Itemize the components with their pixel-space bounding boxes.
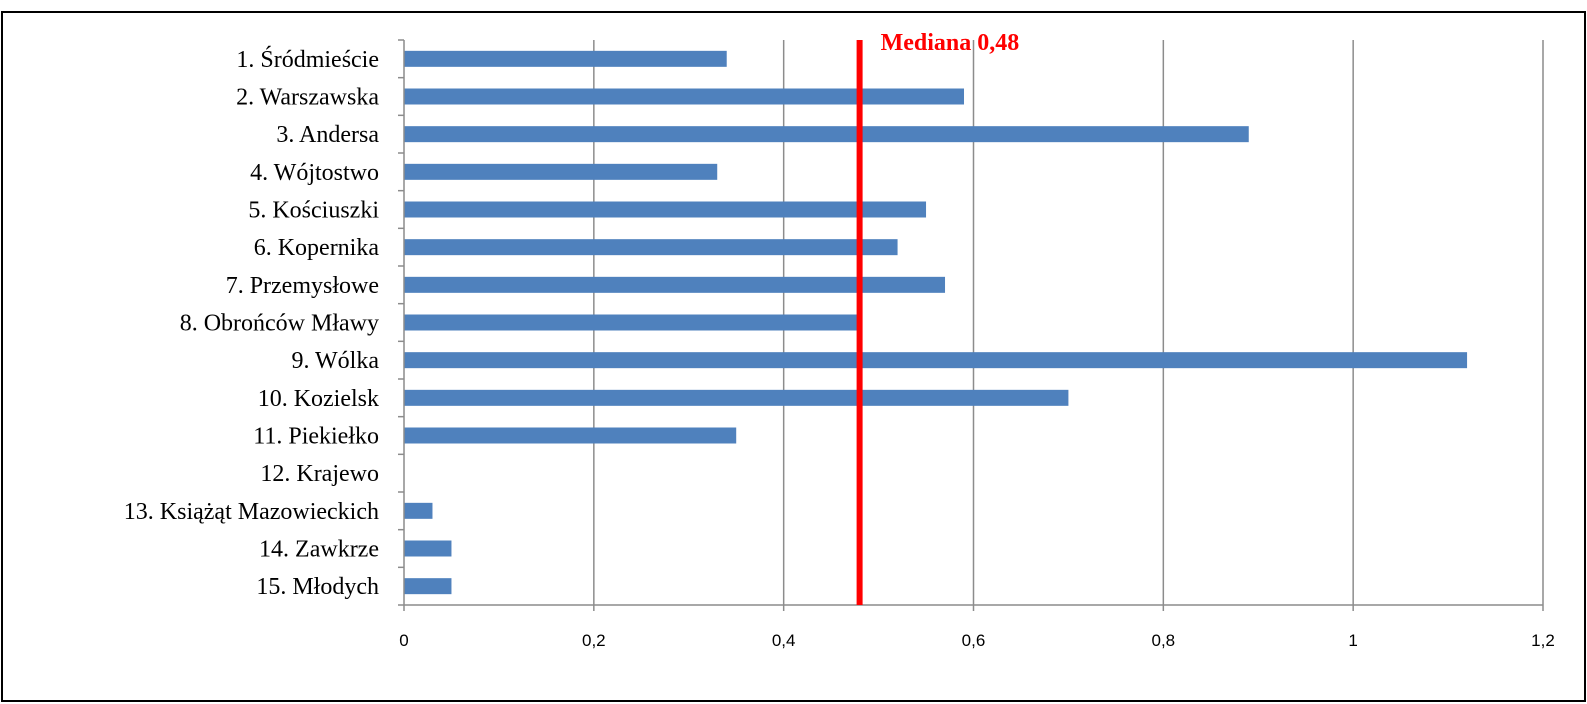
bar-14 (404, 540, 452, 557)
category-label-10: 10. Kozielsk (258, 386, 379, 412)
axes-layer (398, 39, 1544, 611)
bar-13 (404, 502, 433, 519)
bar-7 (404, 276, 946, 293)
category-label-14: 14. Zawkrze (259, 537, 379, 563)
bar-6 (404, 239, 898, 256)
bar-9 (404, 352, 1468, 369)
bar-4 (404, 163, 718, 180)
category-label-11: 11. Piekiełko (253, 424, 379, 450)
bar-5 (404, 201, 927, 218)
x-tick-label-6: 1,2 (1531, 631, 1555, 650)
bar-10 (404, 389, 1069, 406)
x-tick-label-3: 0,6 (962, 631, 986, 650)
x-tick-label-1: 0,2 (582, 631, 606, 650)
bars-layer (404, 50, 1468, 595)
x-tick-label-4: 0,8 (1152, 631, 1176, 650)
labels-layer: 1. Śródmieście 2. Warszawska 3. Andersa 4. … (124, 46, 1555, 650)
bar-1 (404, 50, 727, 67)
bar-3 (404, 126, 1249, 143)
x-tick-label-5: 1 (1348, 631, 1357, 650)
category-label-3: 3. Andersa (276, 122, 379, 148)
bar-8 (404, 314, 860, 331)
category-label-15: 15. Młodych (256, 574, 379, 600)
category-label-13: 13. Książąt Mazowieckich (124, 499, 379, 525)
median-layer: Mediana 0,48 (856, 30, 1020, 605)
x-tick-label-0: 0 (399, 631, 408, 650)
category-label-7: 7. Przemysłowe (226, 273, 379, 299)
category-label-5: 5. Kościuszki (248, 198, 379, 224)
bar-11 (404, 427, 737, 444)
category-label-4: 4. Wójtostwo (250, 160, 379, 186)
category-label-9: 9. Wólka (291, 348, 379, 374)
bar-15 (404, 578, 452, 595)
median-label: Mediana 0,48 (881, 30, 1020, 56)
x-tick-label-2: 0,4 (772, 631, 796, 650)
category-label-12: 12. Krajewo (260, 461, 379, 487)
category-label-6: 6. Kopernika (254, 235, 380, 261)
category-label-1: 1. Śródmieście (236, 46, 379, 73)
category-label-2: 2. Warszawska (236, 85, 379, 111)
category-label-8: 8. Obrońców Mławy (180, 311, 379, 337)
bar-2 (404, 88, 965, 105)
